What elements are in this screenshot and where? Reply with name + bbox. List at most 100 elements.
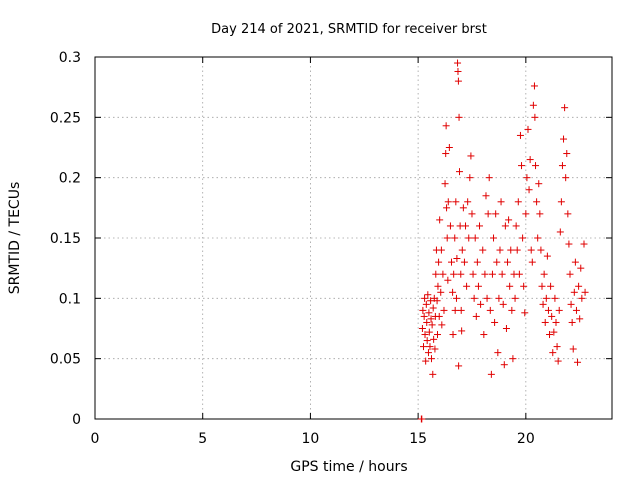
data-point xyxy=(528,258,536,266)
data-point xyxy=(438,321,446,329)
data-point xyxy=(529,101,537,109)
data-point xyxy=(554,357,562,365)
data-point xyxy=(532,162,540,170)
data-points xyxy=(417,59,589,423)
data-point xyxy=(581,288,589,296)
data-point xyxy=(549,349,557,357)
data-point xyxy=(451,234,459,242)
data-point xyxy=(546,331,554,339)
data-point xyxy=(567,300,575,308)
data-point xyxy=(519,234,527,242)
data-point xyxy=(466,174,474,182)
data-point xyxy=(568,318,576,326)
data-point xyxy=(453,255,461,263)
y-tick-label: 0.2 xyxy=(59,171,81,187)
x-tick-label: 20 xyxy=(517,431,535,447)
data-point xyxy=(427,355,435,363)
data-point xyxy=(441,180,449,188)
x-tick-label: 0 xyxy=(91,431,100,447)
data-point xyxy=(463,282,471,290)
data-point xyxy=(572,306,580,314)
data-point xyxy=(560,135,568,143)
data-point xyxy=(445,144,453,151)
y-tick-label: 0.15 xyxy=(50,231,81,247)
data-point xyxy=(449,331,457,339)
data-point xyxy=(422,357,430,365)
data-point xyxy=(477,300,485,308)
data-point xyxy=(468,210,476,218)
data-point xyxy=(472,312,480,320)
data-point xyxy=(482,192,490,200)
data-point xyxy=(504,258,512,266)
data-point xyxy=(449,288,457,296)
data-point xyxy=(569,345,577,353)
y-tick-label: 0.1 xyxy=(59,291,81,307)
data-point xyxy=(542,294,550,302)
data-point xyxy=(455,168,463,176)
data-point xyxy=(556,228,564,236)
data-point xyxy=(551,294,559,302)
data-point xyxy=(451,306,459,314)
data-point xyxy=(454,67,462,75)
data-point xyxy=(423,337,431,345)
data-point xyxy=(455,113,463,121)
data-point xyxy=(469,270,477,278)
data-point xyxy=(433,297,441,305)
y-axis-label: SRMTID / TECUs xyxy=(7,182,23,295)
data-point xyxy=(454,77,462,85)
data-point xyxy=(435,312,443,320)
data-point xyxy=(471,234,479,242)
data-point xyxy=(465,234,473,242)
data-point xyxy=(535,180,543,188)
data-point xyxy=(444,276,452,284)
data-point xyxy=(484,210,492,218)
data-point xyxy=(516,131,524,139)
data-point xyxy=(446,222,454,230)
data-point xyxy=(571,258,579,266)
data-point xyxy=(462,222,470,230)
data-point xyxy=(435,258,443,266)
data-point xyxy=(418,325,426,332)
data-point xyxy=(424,349,432,357)
data-point xyxy=(455,362,463,370)
data-point xyxy=(480,331,488,339)
data-point xyxy=(561,104,569,112)
data-point xyxy=(511,294,519,302)
data-point xyxy=(444,198,452,206)
chart-title: Day 214 of 2021, SRMTID for receiver brs… xyxy=(211,22,487,37)
data-point xyxy=(452,198,460,206)
data-point xyxy=(515,270,523,278)
data-point xyxy=(520,282,528,290)
data-point xyxy=(499,300,507,308)
data-point xyxy=(525,186,533,194)
data-point xyxy=(428,321,436,329)
data-point xyxy=(434,282,442,290)
data-point xyxy=(464,198,472,206)
data-point xyxy=(555,306,563,314)
data-point xyxy=(436,216,444,224)
data-point xyxy=(425,309,433,317)
data-point xyxy=(508,306,516,314)
data-point xyxy=(450,270,458,278)
data-point xyxy=(448,258,456,266)
data-point xyxy=(537,246,545,254)
data-point xyxy=(543,252,551,260)
data-point xyxy=(422,300,430,308)
data-point xyxy=(558,162,566,170)
data-point xyxy=(421,331,429,339)
data-point xyxy=(421,294,429,302)
x-tick-label: 5 xyxy=(198,431,207,447)
data-point xyxy=(552,318,560,326)
data-point xyxy=(553,343,561,351)
data-point xyxy=(513,246,521,254)
y-tick-label: 0.25 xyxy=(50,110,81,126)
data-point xyxy=(533,198,541,206)
data-point xyxy=(574,358,582,366)
data-point xyxy=(479,246,487,254)
data-point xyxy=(439,270,447,278)
data-point xyxy=(523,174,531,182)
data-point xyxy=(527,246,535,254)
data-point xyxy=(430,335,438,343)
data-point xyxy=(563,150,571,158)
